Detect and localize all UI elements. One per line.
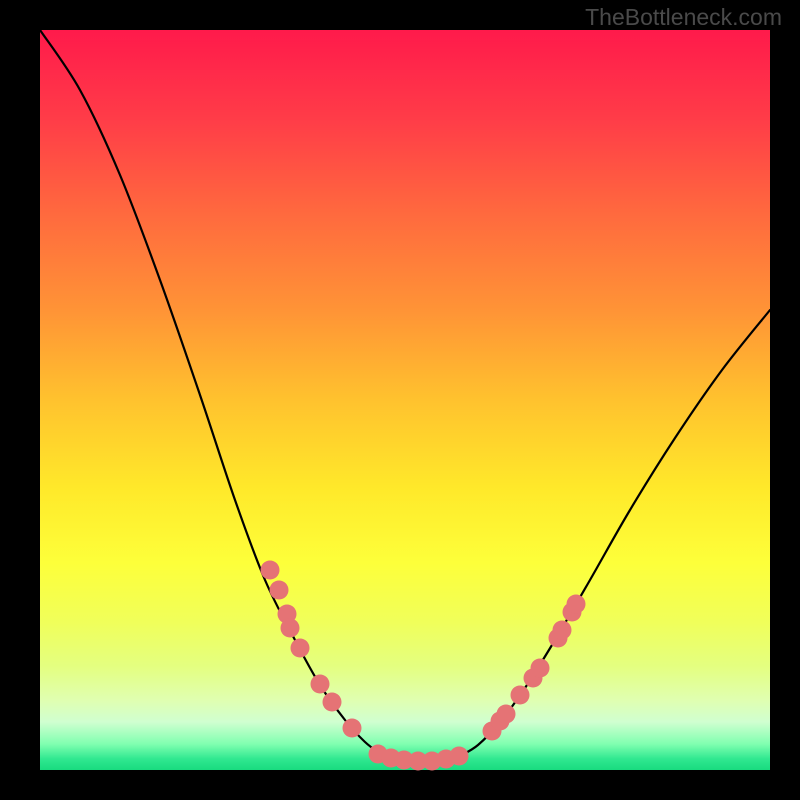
- data-marker: [311, 675, 330, 694]
- plot-background: [40, 30, 770, 770]
- data-marker: [531, 659, 550, 678]
- data-marker: [511, 686, 530, 705]
- data-marker: [497, 705, 516, 724]
- chart-stage: TheBottleneck.com: [0, 0, 800, 800]
- bottleneck-curve-chart: [0, 0, 800, 800]
- data-marker: [567, 595, 586, 614]
- data-marker: [281, 619, 300, 638]
- data-marker: [270, 581, 289, 600]
- data-marker: [323, 693, 342, 712]
- data-marker: [261, 561, 280, 580]
- watermark-text: TheBottleneck.com: [585, 4, 782, 31]
- data-marker: [291, 639, 310, 658]
- data-marker: [343, 719, 362, 738]
- data-marker: [553, 621, 572, 640]
- data-marker: [450, 747, 469, 766]
